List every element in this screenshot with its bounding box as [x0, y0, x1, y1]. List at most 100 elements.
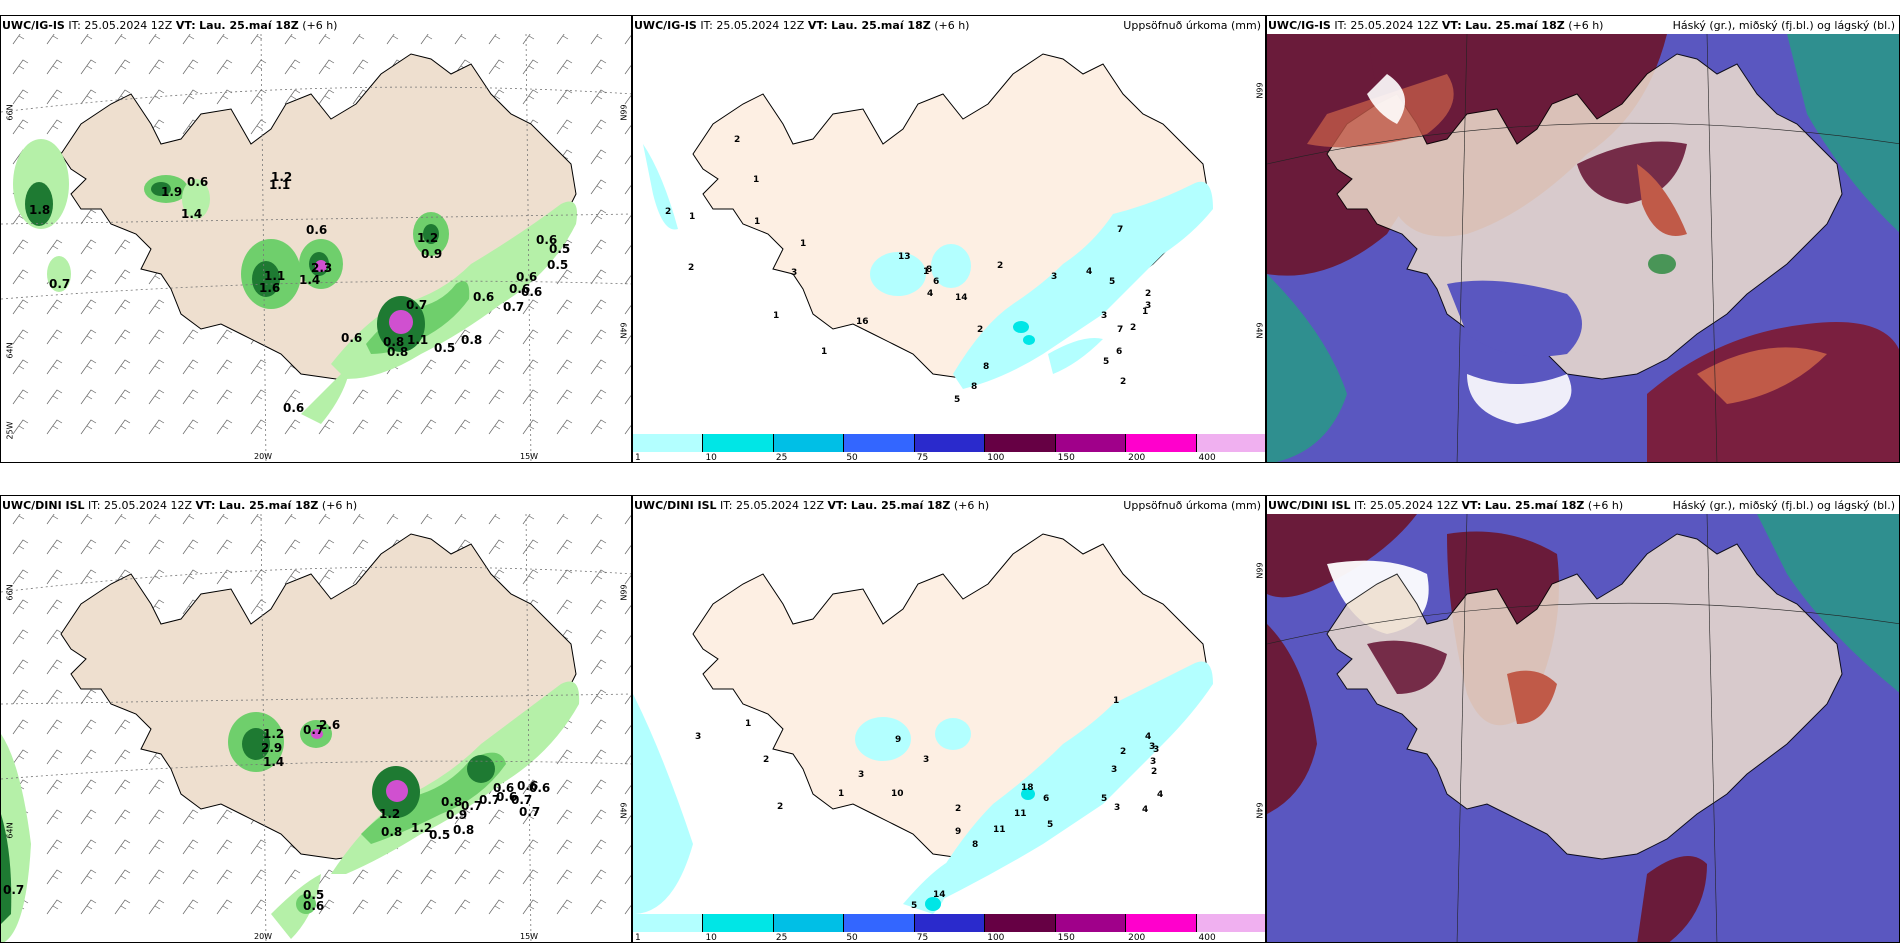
wind-barb — [46, 389, 63, 405]
precip-value-label: 1 — [838, 789, 844, 799]
precip-value-label: 18 — [1021, 783, 1034, 793]
lat-label-right: 66N — [618, 584, 628, 601]
wind-barb — [624, 304, 631, 315]
wind-barb — [590, 599, 607, 615]
wind-barb — [182, 539, 199, 555]
wind-value-label: 0.6 — [536, 233, 557, 247]
lon-label: 15W — [520, 452, 539, 461]
wind-barb — [46, 779, 63, 795]
wind-barb — [114, 719, 131, 735]
wind-barb — [250, 539, 267, 555]
wind-barb — [80, 269, 97, 285]
precip-value-label: 5 — [1109, 277, 1115, 287]
wind-barb — [624, 184, 631, 195]
wind-barb — [46, 569, 63, 585]
lat-label-right: 64N — [618, 322, 628, 339]
wind-value-label: 0.7 — [49, 277, 70, 291]
wind-barb — [114, 419, 131, 435]
precip-value-label: 8 — [971, 382, 977, 392]
colorbar-swatch — [703, 434, 774, 452]
wind-barb — [556, 514, 569, 525]
precip-value-label: 3 — [1101, 311, 1107, 321]
wind-value-label: 2.9 — [261, 741, 282, 755]
cloud-panel-bottom: UWC/DINI ISL IT: 25.05.2024 12Z VT: Lau.… — [1266, 495, 1900, 943]
wind-barb — [556, 539, 573, 555]
precip-value-label: 4 — [1086, 267, 1092, 277]
wind-barb — [352, 869, 369, 885]
wind-barb — [250, 869, 267, 885]
colorbar-swatch — [985, 914, 1056, 932]
wind-barb — [318, 539, 335, 555]
wind-barb — [12, 539, 29, 555]
precip-value-label: 3 — [1150, 757, 1156, 767]
wind-barb — [148, 839, 165, 855]
wind-barb — [624, 334, 631, 345]
wind-barb — [12, 514, 25, 525]
it-value: 25.05.2024 12Z — [716, 19, 805, 32]
wind-barb — [80, 89, 97, 105]
wind-barb — [12, 599, 29, 615]
wind-barb — [624, 724, 631, 735]
wind-barb — [318, 419, 335, 435]
panel-header: UWC/DINI ISL IT: 25.05.2024 12Z VT: Lau.… — [1268, 499, 1623, 512]
precip-value-label: 13 — [898, 252, 911, 262]
precip-value-label: 3 — [791, 268, 797, 278]
wind-barb — [250, 899, 267, 915]
vt-label: VT: — [827, 499, 848, 512]
precip-value-label: 1 — [745, 719, 751, 729]
precip-value-label: 3 — [858, 770, 864, 780]
precip-value-label: 3 — [923, 755, 929, 765]
precip-value-label: 9 — [955, 827, 961, 837]
wind-value-label: 0.6 — [529, 781, 550, 795]
wind-barb — [522, 89, 539, 105]
wind-barb — [352, 419, 369, 435]
precip-value-label: 5 — [1047, 820, 1053, 830]
wind-barb — [148, 514, 161, 525]
wind-barb — [352, 34, 365, 45]
precip-value-label: 3 — [1051, 272, 1057, 282]
it-value: 25.05.2024 12Z — [1350, 19, 1439, 32]
wind-panel-top: UWC/IG-IS IT: 25.05.2024 12Z VT: Lau. 25… — [0, 15, 632, 463]
wind-value-label: 0.6 — [473, 290, 494, 304]
wind-barb — [590, 629, 607, 645]
precip-value-label: 5 — [954, 395, 960, 405]
precip-value-label: 1 — [754, 217, 760, 227]
wind-barb — [250, 89, 267, 105]
precip-value-label: 1 — [923, 267, 929, 277]
wind-barb — [114, 269, 131, 285]
wind-barb — [522, 779, 539, 795]
wind-value-label: 1.2 — [271, 170, 292, 184]
wind-barb — [352, 514, 365, 525]
wind-barb — [250, 389, 267, 405]
wind-barb — [556, 59, 573, 75]
wind-value-label: 0.8 — [387, 345, 408, 359]
precip-value-label: 10 — [891, 789, 904, 799]
wind-barb — [556, 299, 573, 315]
wind-barb — [556, 809, 573, 825]
precip-value-label: 14 — [933, 890, 946, 900]
wind-barb — [12, 34, 25, 45]
it-value: 25.05.2024 12Z — [1370, 499, 1459, 512]
cloud-grid — [1267, 34, 1899, 462]
wind-barb — [420, 389, 437, 405]
wind-barb — [182, 329, 199, 345]
wind-barb — [46, 119, 63, 135]
wind-barb — [556, 899, 573, 915]
wind-barb — [46, 599, 63, 615]
lat-label-right: 66N — [1254, 562, 1264, 579]
wind-barb — [114, 389, 131, 405]
wind-barb — [590, 389, 607, 405]
colorbar-tick: 1 — [635, 453, 641, 463]
colorbar-tick: 100 — [987, 933, 1005, 943]
colorbar-tick: 25 — [775, 933, 788, 943]
wind-value-label: 0.9 — [421, 247, 442, 261]
wind-value-label: 1.2 — [411, 821, 432, 835]
wind-value-label: 0.6 — [517, 779, 538, 793]
wind-barb — [182, 899, 199, 915]
wind-barb — [114, 514, 127, 525]
wind-value-labels: 1.22.91.40.72.61.20.8 1.20.80.70.90.80.50… — [3, 718, 550, 913]
precip-areas — [13, 139, 577, 424]
